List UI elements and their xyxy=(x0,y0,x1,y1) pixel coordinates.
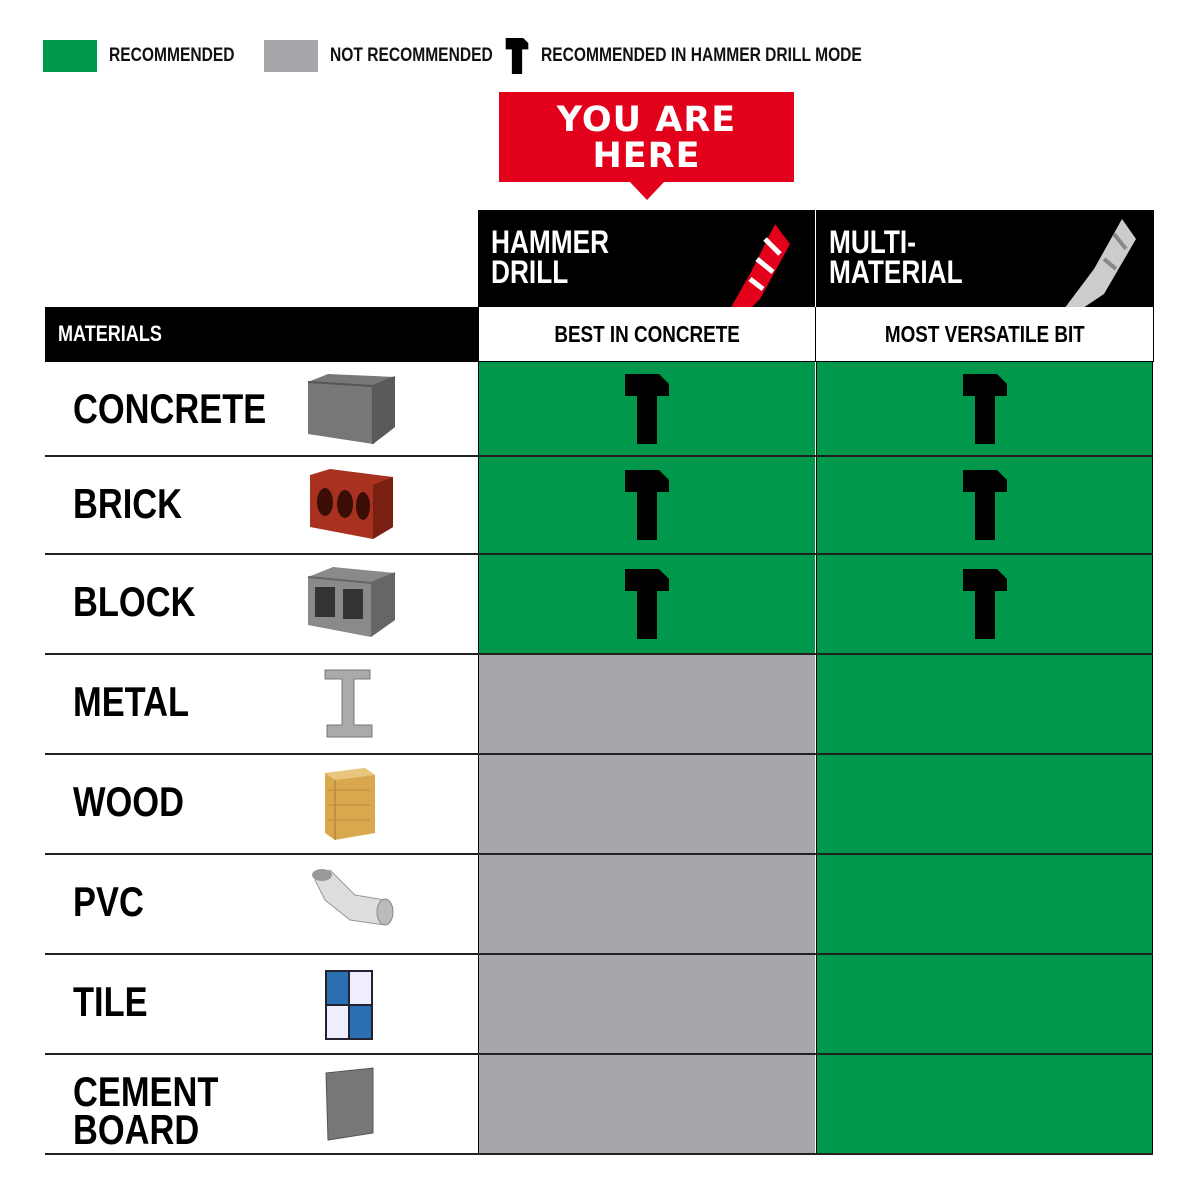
brick-icon xyxy=(310,469,393,539)
material-cement-board: CEMENT BOARD xyxy=(45,1055,478,1153)
material-metal: METAL xyxy=(45,655,478,753)
banner-line-2: HERE xyxy=(592,136,701,176)
column-header-hammer-drill: HAMMER DRILL xyxy=(478,210,815,307)
table-row: TILE xyxy=(45,955,1153,1055)
hammer-icon xyxy=(962,470,1007,540)
legend-recommended: RECOMMENDED xyxy=(109,45,235,66)
material-name: BRICK xyxy=(73,480,183,527)
rating-cell-not-recommended xyxy=(478,855,815,953)
rating-cell-recommended xyxy=(816,855,1153,953)
materials-header-label: MATERIALS xyxy=(58,321,162,346)
material-concrete: CONCRETE xyxy=(45,362,478,455)
table-row: METAL xyxy=(45,655,1153,755)
material-name: WOOD xyxy=(73,778,184,825)
hammer-icon xyxy=(625,569,669,639)
metal-icon xyxy=(324,669,373,738)
material-tile: TILE xyxy=(45,955,478,1053)
rating-cell-hammer xyxy=(816,457,1153,553)
block-icon xyxy=(307,567,396,637)
not-recommended-swatch xyxy=(264,40,318,72)
table-row: CEMENT BOARD xyxy=(45,1055,1153,1155)
hammer-icon xyxy=(505,38,529,74)
material-name: CONCRETE xyxy=(73,385,267,432)
column-subtitle: MOST VERSATILE BIT xyxy=(815,307,1154,362)
hammer-icon xyxy=(625,470,669,540)
hammer-icon xyxy=(625,373,669,444)
concrete-icon xyxy=(307,374,396,444)
tile-icon xyxy=(325,970,373,1040)
rating-cell-recommended xyxy=(816,1055,1153,1153)
materials-header: MATERIALS xyxy=(45,307,478,362)
rating-cell-hammer xyxy=(816,362,1153,455)
material-name: BLOCK xyxy=(73,578,196,625)
pvc-icon xyxy=(312,869,394,926)
wood-icon xyxy=(325,768,375,840)
material-name: METAL xyxy=(73,678,190,725)
hammer-icon xyxy=(962,373,1007,444)
banner-line-1: YOU ARE xyxy=(556,100,737,140)
rating-cell-recommended xyxy=(816,655,1153,753)
material-name: TILE xyxy=(73,978,148,1025)
legend-not-recommended: NOT RECOMMENDED xyxy=(330,45,493,66)
rating-cell-not-recommended xyxy=(478,755,815,853)
column-title: DRILL xyxy=(491,254,569,290)
material-wood: WOOD xyxy=(45,755,478,853)
column-subtitle: BEST IN CONCRETE xyxy=(478,307,816,362)
rating-cell-not-recommended xyxy=(478,655,815,753)
material-brick: BRICK xyxy=(45,457,478,553)
table-row: CONCRETE xyxy=(45,362,1153,457)
rating-cell-recommended xyxy=(816,755,1153,853)
table-row: BRICK xyxy=(45,457,1153,555)
red-drill-bit-icon xyxy=(731,224,790,307)
material-name: CEMENT xyxy=(73,1068,219,1115)
table-row: BLOCK xyxy=(45,555,1153,655)
legend: RECOMMENDED NOT RECOMMENDED RECOMMENDED … xyxy=(43,38,932,74)
legend-hammer: RECOMMENDED IN HAMMER DRILL MODE xyxy=(541,45,862,66)
column-title: MATERIAL xyxy=(829,254,963,290)
rating-cell-not-recommended xyxy=(478,955,815,1053)
column-header-multi-material: MULTI- MATERIAL xyxy=(816,210,1154,307)
column-title: MULTI- xyxy=(829,224,916,260)
cement-board-icon xyxy=(325,1067,374,1141)
recommended-swatch xyxy=(43,40,97,72)
rating-cell-not-recommended xyxy=(478,1055,815,1153)
subtitle-hammer-drill: BEST IN CONCRETE xyxy=(554,321,740,347)
subtitle-multi-material: MOST VERSATILE BIT xyxy=(884,321,1085,347)
rating-cell-recommended xyxy=(816,955,1153,1053)
material-block: BLOCK xyxy=(45,555,478,653)
column-title: HAMMER xyxy=(491,224,610,260)
rating-cell-hammer xyxy=(478,555,815,653)
table-row: WOOD xyxy=(45,755,1153,855)
rating-cell-hammer xyxy=(478,457,815,553)
rating-cell-hammer xyxy=(816,555,1153,653)
you-are-here-banner: YOU ARE HERE xyxy=(499,92,794,200)
material-pvc: PVC xyxy=(45,855,478,953)
rating-cell-hammer xyxy=(478,362,815,455)
silver-drill-bit-icon xyxy=(1065,219,1136,307)
hammer-icon xyxy=(962,569,1007,639)
table-row: PVC xyxy=(45,855,1153,955)
material-name: BOARD xyxy=(73,1106,200,1153)
material-name: PVC xyxy=(73,878,144,925)
